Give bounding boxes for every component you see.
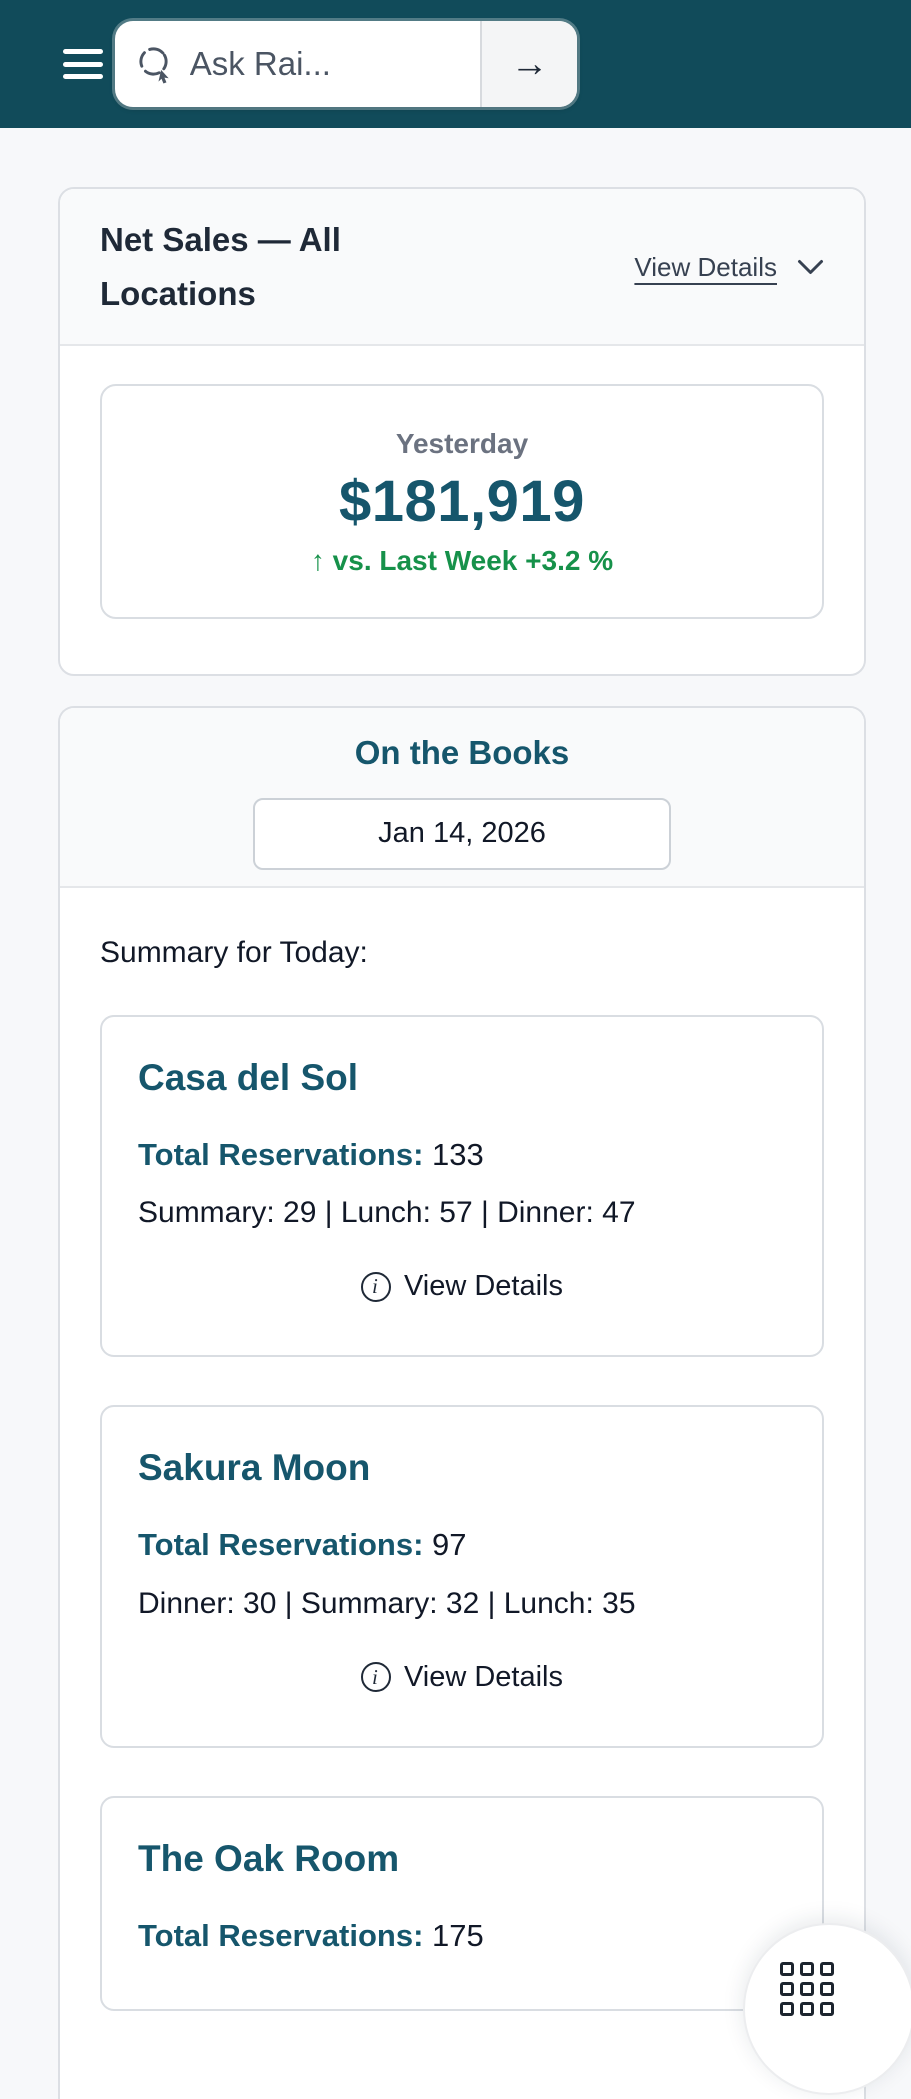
ask-rai-search: → [115,21,577,107]
location-name: The Oak Room [138,1837,400,1879]
stat-value: $181,919 [339,468,585,534]
stat-period-label: Yesterday [395,427,529,459]
info-icon: i [360,1662,391,1693]
on-the-books-header: On the Books Jan 14, 2026 [60,707,864,888]
info-icon: i [360,1271,391,1302]
chevron-down-icon [798,259,823,274]
on-the-books-card: On the Books Jan 14, 2026 Summary for To… [58,705,866,2099]
location-view-details-label: View Details [403,1270,564,1303]
total-reservations-value: 97 [423,1527,467,1563]
view-details-link[interactable]: View Details [634,252,824,283]
location-breakdown: Summary: 29 | Lunch: 57 | Dinner: 47 [138,1196,636,1230]
hamburger-icon [63,49,103,54]
ai-lasso-cursor-icon [139,47,169,84]
menu-button[interactable] [63,48,103,80]
net-sales-title: Net Sales — All Locations [100,221,341,313]
location-card: Casa del Sol Total Reservations: 133 Sum… [100,1014,824,1358]
location-view-details-label: View Details [403,1660,564,1693]
ask-input[interactable] [189,45,480,83]
page-content: Net Sales — All Locations View Details Y… [0,187,911,2099]
location-view-details-button[interactable]: i View Details [138,1270,786,1303]
location-card: The Oak Room Total Reservations: 175 [100,1795,824,2012]
total-reservations-value: 133 [423,1136,484,1172]
total-reservations-label: Total Reservations: [138,1136,424,1172]
total-reservations-value: 175 [423,1917,484,1953]
total-reservations-label: Total Reservations: [138,1527,424,1563]
hamburger-icon [63,61,103,67]
net-sales-card: Net Sales — All Locations View Details Y… [58,187,866,676]
apps-fab-button[interactable] [743,1923,911,2095]
top-bar: → [0,0,911,128]
ask-submit-button[interactable]: → [480,21,577,107]
location-total: Total Reservations: 97 [138,1523,786,1566]
net-sales-header: Net Sales — All Locations View Details [60,189,864,346]
search-field-area [115,21,480,107]
location-card: Sakura Moon Total Reservations: 97 Dinne… [100,1405,824,1748]
location-name: Sakura Moon [138,1447,371,1489]
location-breakdown: Dinner: 30 | Summary: 32 | Lunch: 35 [138,1586,636,1620]
date-picker-button[interactable]: Jan 14, 2026 [253,797,671,870]
location-total: Total Reservations: 133 [138,1133,786,1176]
location-view-details-button[interactable]: i View Details [138,1661,786,1694]
summary-heading: Summary for Today: [100,935,368,969]
net-sales-body: Yesterday $181,919 ↑ vs. Last Week +3.2 … [60,346,864,674]
total-reservations-label: Total Reservations: [138,1917,424,1953]
on-the-books-title: On the Books [354,733,570,771]
location-name: Casa del Sol [138,1056,359,1098]
view-details-label: View Details [634,251,777,282]
apps-grid-icon [780,1962,834,2016]
hamburger-icon [63,74,103,79]
yesterday-stat-card: Yesterday $181,919 ↑ vs. Last Week +3.2 … [100,383,824,619]
on-the-books-body: Summary for Today: Casa del Sol Total Re… [60,888,864,2099]
stat-delta: ↑ vs. Last Week +3.2 % [310,544,614,576]
arrow-right-icon: → [510,42,549,85]
location-total: Total Reservations: 175 [138,1914,786,1957]
